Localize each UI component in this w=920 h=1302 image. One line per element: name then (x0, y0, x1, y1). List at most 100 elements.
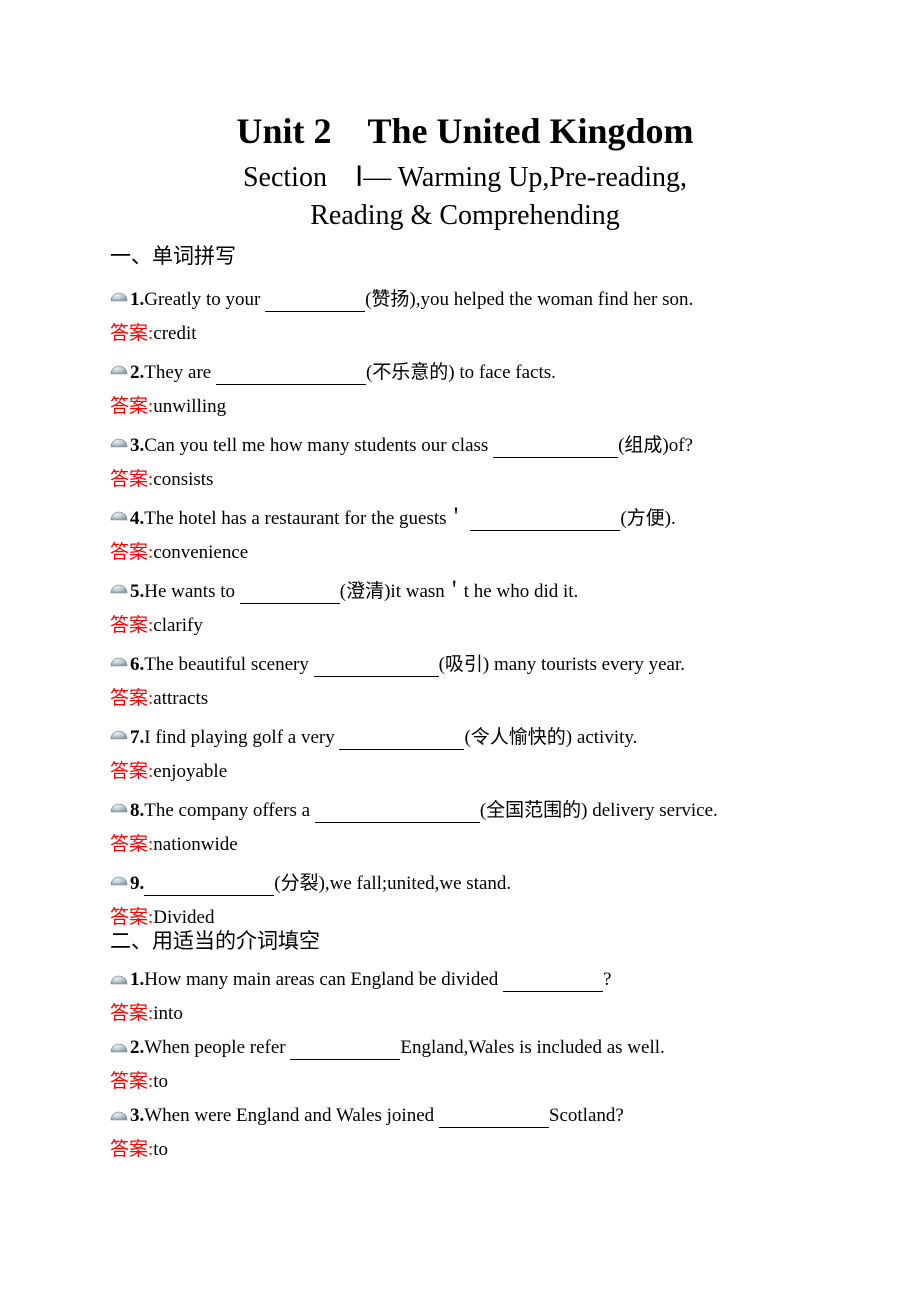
question-line: 2.When people refer England,Wales is inc… (110, 1037, 820, 1060)
question-item: 3.Can you tell me how many students our … (110, 430, 820, 491)
answer-label: 答案: (110, 688, 153, 709)
fill-blank (493, 435, 618, 458)
section-1-heading: 一、单词拼写 (110, 240, 820, 270)
answer-label: 答案: (110, 396, 153, 417)
question-before: The hotel has a restaurant for the guest… (144, 508, 470, 529)
page-container: Unit 2 The United Kingdom Section Ⅰ— War… (0, 0, 920, 1233)
question-text: 5.He wants to (澄清)it wasn＇t he who did i… (130, 576, 578, 604)
question-before: The company offers a (144, 800, 315, 821)
question-after: (不乐意的) to face facts. (366, 362, 556, 383)
question-item: 8.The company offers a (全国范围的) delivery … (110, 795, 820, 856)
question-line: 3.When were England and Wales joined Sco… (110, 1105, 820, 1128)
question-after: ? (603, 969, 611, 990)
bullet-icon (110, 581, 128, 599)
question-line: 3.Can you tell me how many students our … (110, 430, 820, 458)
answer-text: attracts (153, 688, 208, 709)
fill-blank (470, 508, 620, 531)
question-text: 2.When people refer England,Wales is inc… (130, 1037, 665, 1060)
answer-label: 答案: (110, 1139, 153, 1160)
question-number: 6. (130, 654, 144, 675)
answer-label: 答案: (110, 323, 153, 344)
answer-line: 答案:unwilling (110, 391, 820, 418)
question-line: 5.He wants to (澄清)it wasn＇t he who did i… (110, 576, 820, 604)
question-number: 2. (130, 1037, 144, 1058)
question-after: (令人愉快的) activity. (464, 727, 637, 748)
answer-text: credit (153, 323, 196, 344)
question-line: 1.How many main areas can England be div… (110, 969, 820, 992)
question-text: 1.Greatly to your (赞扬),you helped the wo… (130, 284, 693, 312)
question-before: He wants to (144, 581, 240, 602)
question-line: 4.The hotel has a restaurant for the gue… (110, 503, 820, 531)
question-line: 1.Greatly to your (赞扬),you helped the wo… (110, 284, 820, 312)
question-before: Greatly to your (144, 289, 265, 310)
question-after: (全国范围的) delivery service. (480, 800, 718, 821)
question-line: 8.The company offers a (全国范围的) delivery … (110, 795, 820, 823)
question-text: 6.The beautiful scenery (吸引) many touris… (130, 649, 685, 677)
question-text: 1.How many main areas can England be div… (130, 969, 611, 992)
question-line: 2.They are (不乐意的) to face facts. (110, 357, 820, 385)
answer-text: enjoyable (153, 761, 227, 782)
question-text: 8.The company offers a (全国范围的) delivery … (130, 795, 718, 823)
question-item: 3.When were England and Wales joined Sco… (110, 1105, 820, 1161)
answer-line: 答案:convenience (110, 537, 820, 564)
question-before: The beautiful scenery (144, 654, 313, 675)
fill-blank (339, 727, 464, 750)
fill-blank (503, 969, 603, 992)
fill-blank (144, 873, 274, 896)
question-item: 4.The hotel has a restaurant for the gue… (110, 503, 820, 564)
question-number: 1. (130, 969, 144, 990)
question-text: 2.They are (不乐意的) to face facts. (130, 357, 556, 385)
question-item: 7.I find playing golf a very (令人愉快的) act… (110, 722, 820, 783)
question-before: How many main areas can England be divid… (144, 969, 503, 990)
bullet-icon (110, 800, 128, 818)
question-text: 3.When were England and Wales joined Sco… (130, 1105, 624, 1128)
question-number: 8. (130, 800, 144, 821)
answer-text: to (153, 1139, 168, 1160)
fill-blank (265, 289, 365, 312)
question-number: 2. (130, 362, 144, 383)
answer-line: 答案:to (110, 1134, 820, 1161)
question-item: 9. (分裂),we fall;united,we stand.答案:Divid… (110, 868, 820, 929)
answer-label: 答案: (110, 469, 153, 490)
fill-blank (314, 654, 439, 677)
answer-label: 答案: (110, 834, 153, 855)
question-after: (分裂),we fall;united,we stand. (274, 873, 511, 894)
question-line: 7.I find playing golf a very (令人愉快的) act… (110, 722, 820, 750)
answer-line: 答案:to (110, 1066, 820, 1093)
answer-text: into (153, 1003, 183, 1024)
question-after: Scotland? (549, 1105, 624, 1126)
answer-line: 答案:nationwide (110, 829, 820, 856)
answer-text: consists (153, 469, 213, 490)
answer-line: 答案:attracts (110, 683, 820, 710)
bullet-icon (110, 727, 128, 745)
fill-blank (315, 800, 480, 823)
bullet-icon (110, 972, 128, 990)
section-subtitle-1: Section Ⅰ— Warming Up,Pre-reading, (110, 160, 820, 194)
unit-title: Unit 2 The United Kingdom (110, 110, 820, 152)
question-line: 6.The beautiful scenery (吸引) many touris… (110, 649, 820, 677)
question-after: England,Wales is included as well. (400, 1037, 664, 1058)
answer-text: convenience (153, 542, 248, 563)
question-item: 1.Greatly to your (赞扬),you helped the wo… (110, 284, 820, 345)
question-number: 4. (130, 508, 144, 529)
question-text: 3.Can you tell me how many students our … (130, 430, 693, 458)
question-item: 1.How many main areas can England be div… (110, 969, 820, 1025)
question-item: 2.They are (不乐意的) to face facts. 答案:unwil… (110, 357, 820, 418)
answer-text: to (153, 1071, 168, 1092)
question-after: (组成)of? (618, 435, 693, 456)
question-number: 3. (130, 1105, 144, 1126)
question-item: 2.When people refer England,Wales is inc… (110, 1037, 820, 1093)
question-before: When were England and Wales joined (144, 1105, 439, 1126)
fill-blank (439, 1105, 549, 1128)
bullet-icon (110, 289, 128, 307)
answer-text: unwilling (153, 396, 226, 417)
question-after: (吸引) many tourists every year. (439, 654, 685, 675)
answer-label: 答案: (110, 1003, 153, 1024)
section-2-heading: 二、用适当的介词填空 (110, 925, 820, 955)
section-2-items: 1.How many main areas can England be div… (110, 969, 820, 1161)
answer-label: 答案: (110, 1071, 153, 1092)
answer-text: nationwide (153, 834, 237, 855)
answer-line: 答案:clarify (110, 610, 820, 637)
answer-line: 答案:credit (110, 318, 820, 345)
bullet-icon (110, 873, 128, 891)
